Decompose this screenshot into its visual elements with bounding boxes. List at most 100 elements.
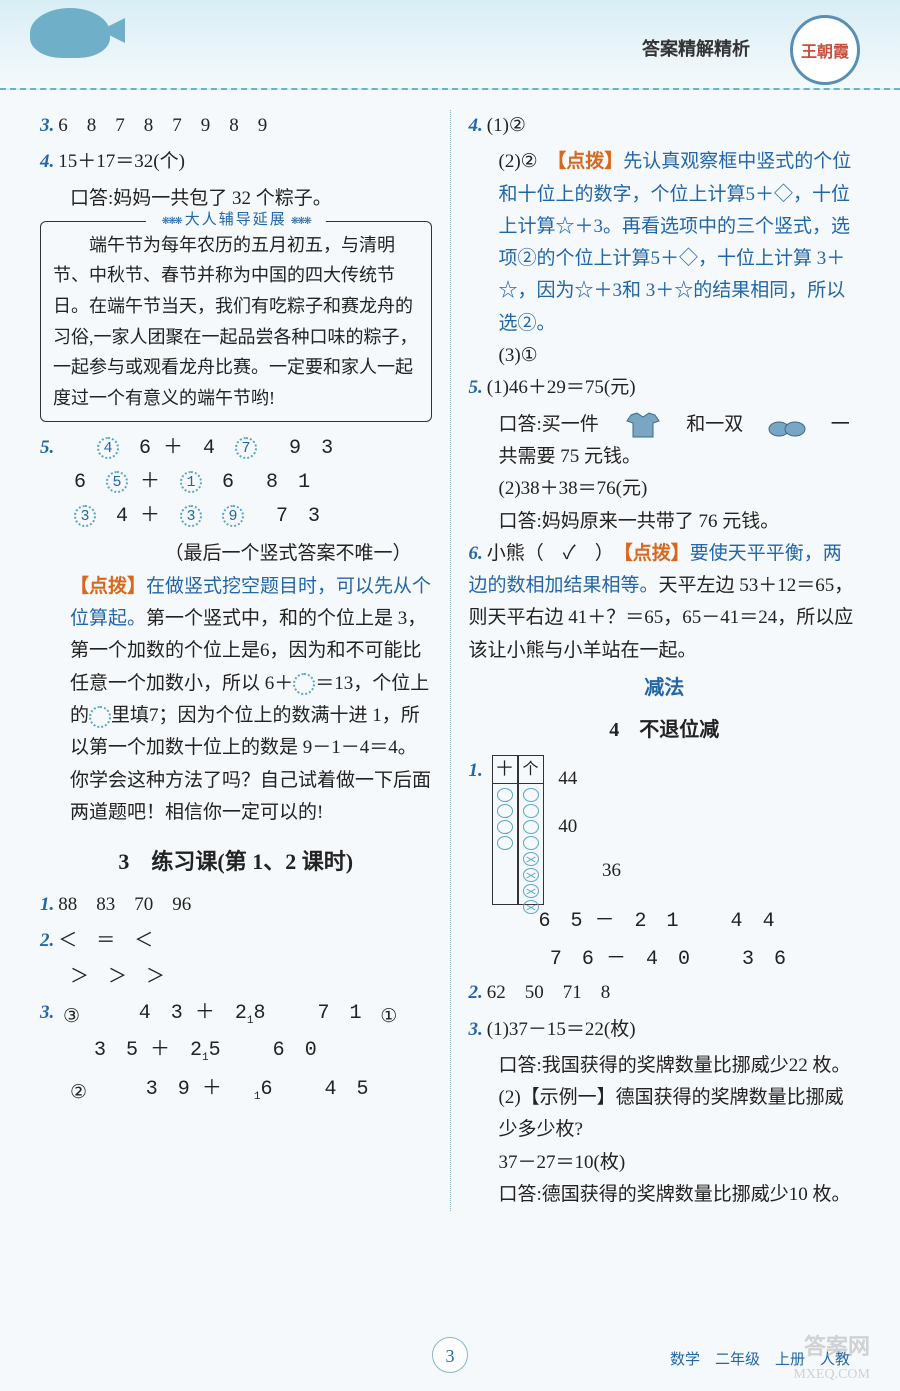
q4-expr: 15＋17＝32(个)	[58, 151, 185, 172]
shoes-icon	[767, 411, 807, 439]
blank-circle: 4	[97, 437, 119, 459]
s4q3-expr: 37－27＝10(枚)	[469, 1147, 861, 1179]
subsection-title: 减法	[469, 671, 861, 705]
r-q6: 6.小熊（ ✓ ） 【点拨】要使天平平衡，两边的数相加结果相等。天平左边 53＋…	[469, 538, 861, 667]
header-title: 答案精解精析	[642, 35, 750, 61]
page-number: 3	[432, 1337, 468, 1373]
flower-blank-icon	[89, 706, 111, 728]
s4q2-values: 62 50 71 8	[487, 982, 611, 1003]
q-num: 1.	[40, 894, 54, 915]
flower-blank-icon	[293, 673, 315, 695]
s4-q1: 1. 十 个 44 40	[469, 755, 861, 939]
hint-label: 【点拨】	[623, 543, 690, 564]
q-num: 5.	[40, 437, 54, 458]
choice-1: ①	[380, 1001, 397, 1033]
r-q5: 5.(1)46＋29＝75(元)	[469, 372, 861, 404]
ans1-pre: 口答:买一件	[499, 414, 618, 435]
q-num: 2.	[469, 982, 483, 1003]
s3-q1: 1.88 83 70 96	[40, 889, 432, 921]
ans1-mid: 和一双	[667, 414, 762, 435]
q3-values: 6 8 7 8 7 9 8 9	[58, 115, 267, 136]
s3q2-l2: ＞ ＞ ＞	[40, 961, 432, 993]
q3: 3.6 8 7 8 7 9 8 9	[40, 110, 432, 142]
blank-circle: 3	[74, 505, 96, 527]
counter-frame: 十 个	[492, 755, 544, 905]
box-title: 大人辅导延展	[146, 208, 326, 234]
vert-calc: 3 5 ＋ 215 6 0	[54, 1038, 317, 1065]
r-q5-ans2: 口答:妈妈原来一共带了 76 元钱。	[469, 506, 861, 538]
vert-calc-2: 6 5 ＋ 1 6 8 1	[54, 470, 310, 496]
shirt-icon	[623, 411, 663, 439]
hint-label: 【点拨】	[557, 151, 624, 172]
blank-circle: 7	[235, 437, 257, 459]
blank-circle: 3	[180, 505, 202, 527]
q-num: 3.	[469, 1019, 483, 1040]
blank-circle: 1	[180, 471, 202, 493]
p2-hint: 先认真观察框中竖式的个位和十位上的数字，个位上计算5＋◇，十位上计算☆＋3。再看…	[499, 151, 852, 333]
watermark: 答案网	[804, 1329, 870, 1361]
q6-pre: 小熊（ ✓ ）	[487, 543, 623, 564]
s4q3-ans2: 口答:德国获得的奖牌数量比挪威少10 枚。	[469, 1179, 861, 1211]
s3q2-l1: ＜ ＝ ＜	[58, 930, 153, 951]
s3-q3b: ② 3 9 ＋ 16 4 5	[40, 1073, 432, 1109]
q-num: 3.	[40, 115, 54, 136]
blank-circle: 5	[106, 471, 128, 493]
vert-calc-1: 4 6 ＋ 4 7 9 3	[77, 436, 333, 462]
r-q5-p1: (1)46＋29＝75(元)	[487, 377, 636, 398]
q-num: 5.	[469, 377, 483, 398]
blank-circle: 9	[222, 505, 244, 527]
watermark-sub: MXEQ.COM	[793, 1367, 870, 1383]
p2-label: (2)【示例一】	[499, 1087, 616, 1108]
section-title: 3 练习课(第 1、2 课时)	[40, 843, 432, 880]
s4-q1-v2: 7 6 － 4 0 3 6	[469, 943, 861, 977]
r-q4-p3: (3)①	[469, 340, 861, 372]
s3q1-values: 88 83 70 96	[58, 894, 191, 915]
brand-logo: 王朝霞	[790, 15, 860, 85]
q-num: 4.	[469, 115, 483, 136]
page-header: 答案精解精析 王朝霞	[0, 0, 900, 90]
q-num: 2.	[40, 930, 54, 951]
q-num: 3.	[40, 1002, 54, 1023]
right-column: 4.(1)② (2)② 【点拨】先认真观察框中竖式的个位和十位上的数字，个位上计…	[451, 110, 861, 1211]
s4q3-p2: (2)【示例一】德国获得的奖牌数量比挪威少多少枚?	[469, 1082, 861, 1147]
s4q3-p1: (1)37－15＝22(枚)	[487, 1019, 636, 1040]
q-num: 6.	[469, 543, 483, 564]
hint-label: 【点拨】	[70, 576, 146, 597]
vert-calc: 6 5 － 2 1 4 4	[499, 909, 775, 935]
p2-pre: (2)②	[499, 151, 557, 172]
r-q5-p2: (2)38＋38＝76(元)	[469, 473, 861, 505]
vert-calc-3: 3 4 ＋ 3 9 7 3	[54, 504, 320, 530]
side-nums: 44 40	[558, 755, 577, 850]
page-footer: 3 数学 二年级 上册 人教	[0, 1337, 900, 1373]
whale-icon	[30, 8, 110, 58]
q-num: 1.	[469, 760, 483, 781]
left-column: 3.6 8 7 8 7 9 8 9 4.15＋17＝32(个) 口答:妈妈一共包…	[40, 110, 451, 1211]
s4q3-ans1: 口答:我国获得的奖牌数量比挪威少22 枚。	[469, 1050, 861, 1082]
choice-2: ②	[70, 1077, 87, 1109]
q-num: 4.	[40, 151, 54, 172]
choice-3: ③	[63, 1001, 80, 1033]
counter-head: 十	[493, 756, 517, 784]
q5: 5. 4 6 ＋ 4 7 9 3 6 5 ＋ 1 6 8 1 3 4 ＋ 3 9…	[40, 432, 432, 534]
q5-note: （最后一个竖式答案不唯一）	[40, 538, 432, 570]
s4-q3: 3.(1)37－15＝22(枚)	[469, 1014, 861, 1046]
s3-q2: 2.＜ ＝ ＜	[40, 925, 432, 957]
box-text: 端午节为每年农历的五月初五，与清明节、中秋节、春节并称为中国的四大传统节日。在端…	[53, 230, 419, 414]
body3: 里填7；因为个位上的数满十进 1，所以第一个加数十位上的数是 9－1－4＝4。你…	[70, 705, 431, 823]
s3-q3: 3. ③ 4 3 ＋ 218 7 1 ① 3 5 ＋ 215 6 0	[40, 997, 432, 1069]
r-q5-ans1: 口答:买一件 和一双 一共需要 75 元钱。	[469, 409, 861, 474]
page-body: 3.6 8 7 8 7 9 8 9 4.15＋17＝32(个) 口答:妈妈一共包…	[0, 90, 900, 1271]
q5-hint: 【点拨】在做竖式挖空题目时，可以先从个位算起。第一个竖式中，和的个位上是 3，第…	[40, 571, 432, 829]
side-num-3: 36	[602, 855, 621, 887]
r-q4-p1: (1)②	[487, 115, 526, 136]
r-q4: 4.(1)②	[469, 110, 861, 142]
vert-calc: 7 6 － 4 0 3 6	[510, 947, 786, 973]
s4-q2: 2.62 50 71 8	[469, 977, 861, 1009]
vert-calc: 4 3 ＋ 218 7 1	[99, 1001, 362, 1028]
tutor-box: 大人辅导延展 端午节为每年农历的五月初五，与清明节、中秋节、春节并称为中国的四大…	[40, 221, 432, 423]
vert-calc: 3 9 ＋ 16 4 5	[106, 1077, 369, 1104]
subsection-title2: 4 不退位减	[469, 713, 861, 747]
counter-head: 个	[519, 756, 543, 784]
r-q4-p2: (2)② 【点拨】先认真观察框中竖式的个位和十位上的数字，个位上计算5＋◇，十位…	[469, 146, 861, 340]
q4: 4.15＋17＝32(个)	[40, 146, 432, 178]
